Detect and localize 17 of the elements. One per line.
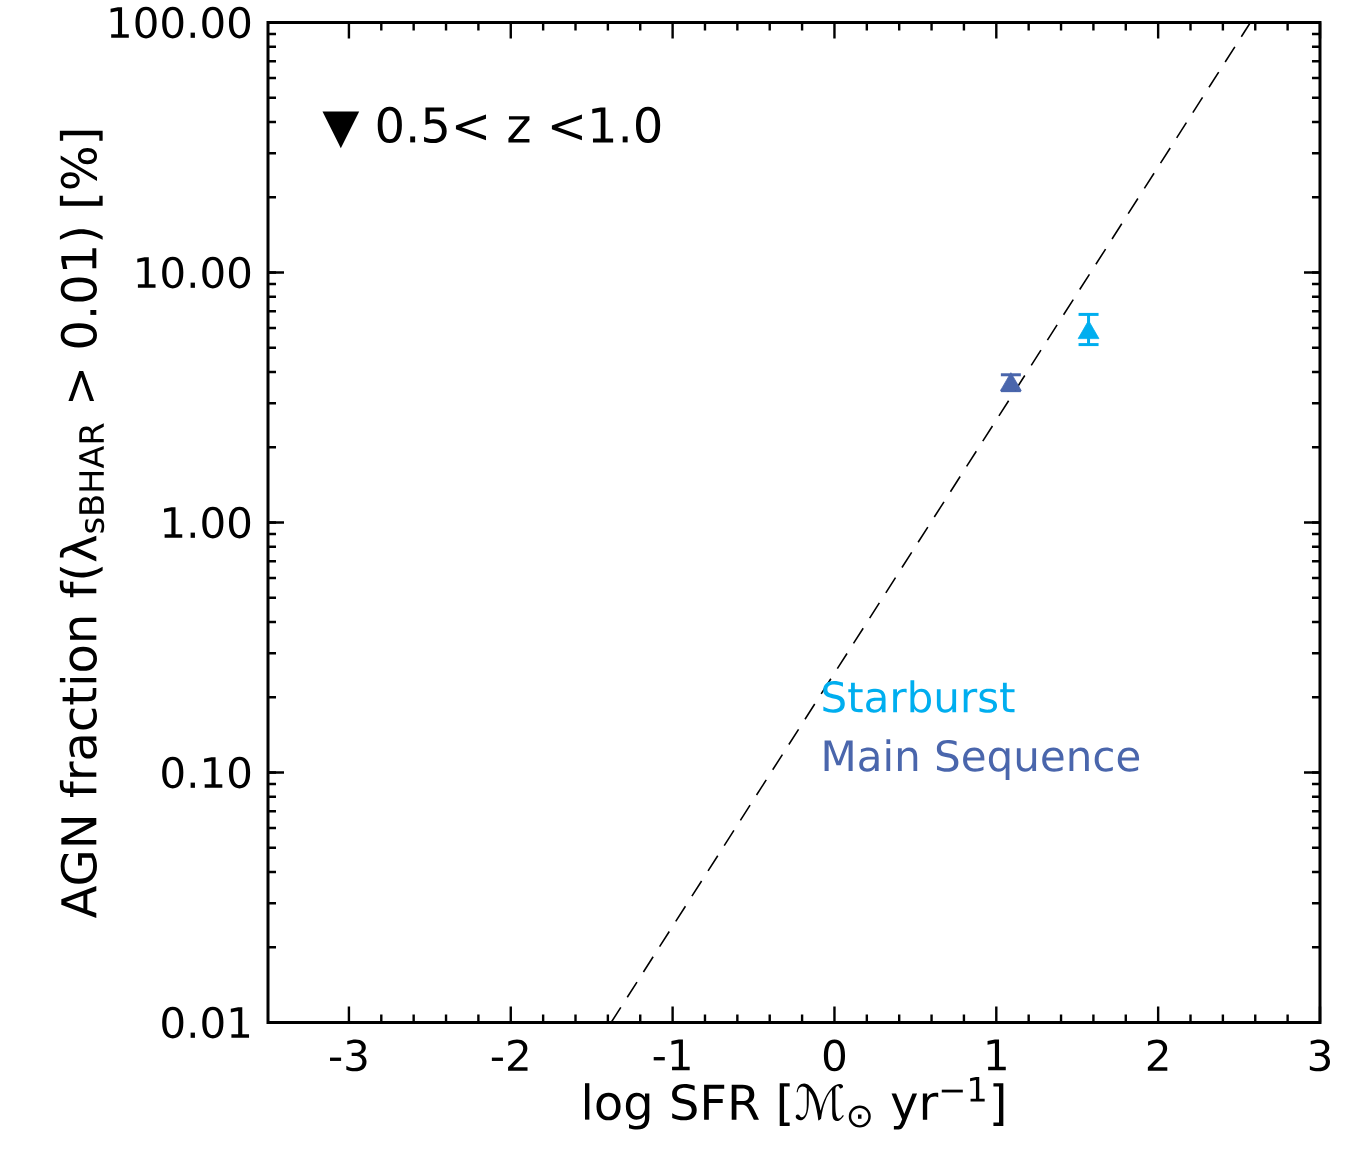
x-tick-label: 3 [1309, 1039, 1330, 1072]
y-tick-label: 1.00 [164, 506, 251, 539]
x-tick-label: -2 [491, 1039, 528, 1071]
x-tick-label: -1 [653, 1039, 690, 1071]
y-axis-title: AGN fraction f(λ$_{sBHAR}$ > 0.01) [%] [59, 131, 105, 919]
x-axis-title: log SFR [ℳ$_{⊙}$ yr$^{−1}$] [585, 1077, 1004, 1130]
y-tick-label: 0.10 [162, 756, 251, 789]
y-tick-label: 10.00 [137, 256, 251, 289]
text: Starburst [823, 680, 1015, 714]
y-tick-label: 100.00 [110, 6, 251, 39]
x-tick-label: 1 [987, 1039, 1006, 1071]
x-tick-label: 0 [823, 1039, 846, 1072]
text: Main Sequence [824, 739, 1140, 781]
y-tick-label: 0.01 [162, 1006, 250, 1039]
x-tick-label: 2 [1147, 1039, 1168, 1071]
annotation: ▼ 0.5< z <1.0 [322, 106, 661, 149]
x-tick-label: -3 [330, 1039, 367, 1072]
